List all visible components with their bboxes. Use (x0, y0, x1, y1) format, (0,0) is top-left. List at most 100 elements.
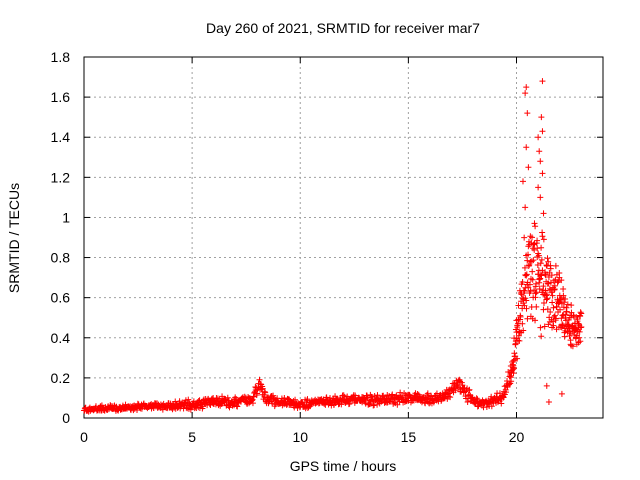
data-point (352, 392, 359, 399)
data-point (269, 400, 276, 407)
data-point (540, 300, 547, 307)
data-point (523, 84, 530, 91)
data-point (500, 394, 507, 401)
data-point (568, 302, 575, 309)
data-point (537, 158, 544, 165)
data-point (558, 277, 565, 284)
data-point (577, 338, 584, 345)
data-point (503, 389, 510, 396)
data-point (253, 390, 260, 397)
data-point (514, 324, 521, 331)
data-point (380, 392, 387, 399)
data-point (521, 234, 528, 241)
data-point (530, 241, 537, 248)
data-point (520, 327, 527, 334)
data-point (281, 394, 288, 401)
data-point (549, 299, 556, 306)
data-point (493, 393, 500, 400)
data-point (524, 315, 531, 322)
data-point (551, 312, 558, 319)
data-point (555, 278, 562, 285)
data-point (537, 194, 544, 201)
data-point (535, 184, 542, 191)
data-point (536, 148, 543, 155)
data-point (566, 328, 573, 335)
data-point (550, 322, 557, 329)
y-tick-label: 1.2 (51, 169, 71, 185)
data-point (523, 305, 530, 312)
x-tick-label: 15 (401, 429, 417, 445)
plot-frame (83, 56, 604, 419)
x-tick-label: 10 (292, 429, 308, 445)
data-point (562, 317, 569, 324)
data-point (531, 220, 538, 227)
data-point (544, 255, 551, 262)
data-point (538, 333, 545, 340)
data-point (519, 278, 526, 285)
data-point (397, 389, 404, 396)
data-point (540, 210, 547, 217)
data-point (524, 110, 531, 117)
data-point (262, 389, 269, 396)
data-point (394, 401, 401, 408)
data-point (447, 394, 454, 401)
data-point (564, 320, 571, 327)
data-point (507, 372, 514, 379)
data-point (506, 381, 513, 388)
data-point (537, 275, 544, 282)
data-point (542, 271, 549, 278)
data-point (532, 290, 539, 297)
data-point (553, 303, 560, 310)
data-point (256, 376, 263, 383)
data-point (526, 281, 533, 288)
data-point (516, 337, 523, 344)
data-point (374, 392, 381, 399)
data-point (563, 308, 570, 315)
x-tick-label: 20 (509, 429, 525, 445)
y-tick-label: 0.2 (51, 370, 71, 386)
data-point (213, 394, 220, 401)
data-point (517, 313, 524, 320)
data-point (185, 396, 192, 403)
data-point (539, 128, 546, 135)
data-point (532, 283, 539, 290)
data-point (488, 403, 495, 410)
data-point (559, 312, 566, 319)
data-point (424, 390, 431, 397)
x-tick-label: 5 (188, 429, 196, 445)
data-point (537, 324, 544, 331)
data-point (458, 379, 465, 386)
data-point (560, 286, 567, 293)
data-point (522, 204, 529, 211)
data-point (521, 264, 528, 271)
data-point (539, 233, 546, 240)
data-point (526, 261, 533, 268)
data-point (515, 302, 522, 309)
data-point (538, 244, 545, 251)
data-point (537, 260, 544, 267)
data-point (176, 398, 183, 405)
y-tick-label: 0.6 (51, 290, 71, 306)
data-points (81, 78, 585, 415)
data-point (474, 396, 481, 403)
data-point (533, 303, 540, 310)
data-point (552, 262, 559, 269)
data-point (531, 246, 538, 253)
data-point (548, 272, 555, 279)
data-point (525, 284, 532, 291)
data-point (523, 297, 530, 304)
data-point (549, 292, 556, 299)
data-point (530, 257, 537, 264)
data-point (538, 114, 545, 121)
data-point (510, 365, 517, 372)
data-point (508, 378, 515, 385)
data-point (374, 401, 381, 408)
data-point (523, 144, 530, 151)
data-point (541, 323, 548, 330)
data-point (577, 309, 584, 316)
chart-title: Day 260 of 2021, SRMTID for receiver mar… (206, 20, 480, 36)
data-point (523, 272, 530, 279)
data-point (538, 256, 545, 263)
data-point (539, 170, 546, 177)
data-point (533, 289, 540, 296)
